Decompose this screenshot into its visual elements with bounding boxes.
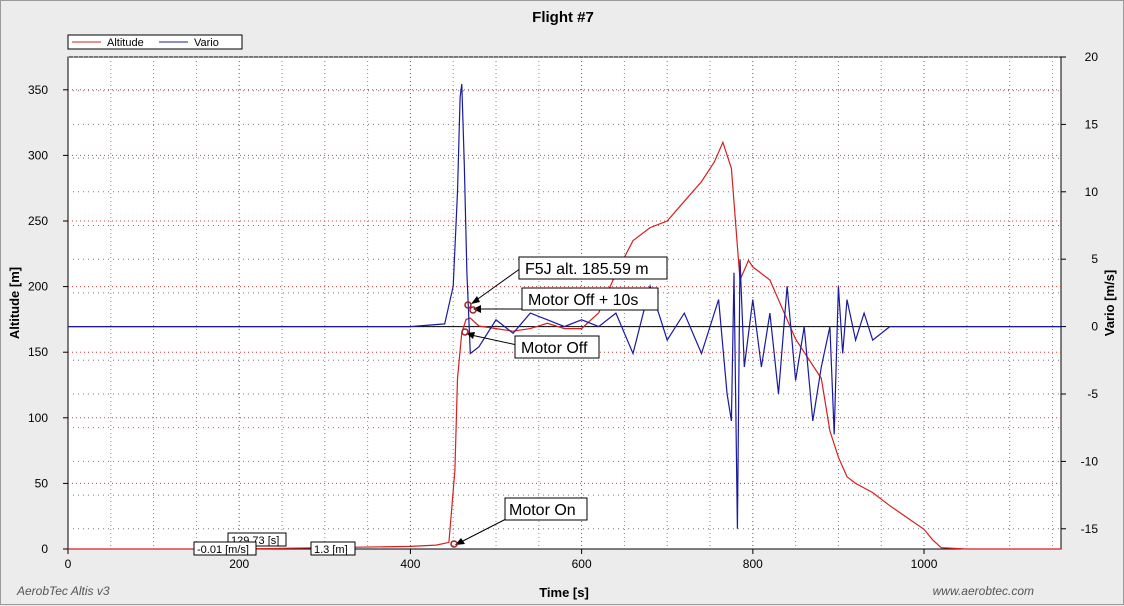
y-right-tick-label: -10 <box>1081 454 1099 468</box>
y-right-tick-label: -5 <box>1087 387 1098 401</box>
cursor-altitude-box <box>310 541 356 556</box>
annotation-motor-on: Motor On <box>509 502 576 519</box>
y-right-tick-label: 20 <box>1085 50 1099 64</box>
marker-f5j <box>464 301 472 309</box>
annotation-box-motor-off <box>514 335 600 359</box>
y-left-tick-label: 250 <box>28 214 48 228</box>
y-axis-right: -15 -10 -5 0 5 10 15 20 <box>1061 50 1098 536</box>
y-left-tick-label: 150 <box>28 345 48 359</box>
y-right-tick-label: 15 <box>1085 117 1099 131</box>
annotation-motor-off-10s: Motor Off + 10s <box>528 292 638 309</box>
y-axis-left-label: Altitude [m] <box>7 267 22 339</box>
annotation-f5j-altitude: F5J alt. 185.59 m <box>525 261 649 278</box>
legend-box <box>67 34 243 50</box>
annotation-leader-motor-off <box>470 334 518 346</box>
x-tick-label: 1000 <box>911 557 938 571</box>
x-tick-label: 600 <box>572 557 592 571</box>
annotation-leader-motor-on <box>458 518 507 544</box>
y-left-tick-label: 50 <box>35 476 49 490</box>
x-tick-label: 0 <box>65 557 72 571</box>
y-right-tick-label: -15 <box>1081 522 1099 536</box>
annotation-leader-f5j <box>474 267 522 302</box>
x-tick-label: 200 <box>229 557 249 571</box>
cursor-vario-label: -0.01 [m/s] <box>197 544 249 556</box>
footer-website[interactable]: www.aerobtec.com <box>933 584 1034 598</box>
cursor-readouts: 129.73 [s] -0.01 [m/s] 1.3 [m] <box>193 532 356 556</box>
y-left-tick-label: 0 <box>41 542 48 556</box>
y-axis-left: 0 50 100 150 200 250 300 350 <box>28 83 68 556</box>
annotation-arrow-f5j <box>471 296 480 304</box>
y-left-tick-label: 100 <box>28 411 48 425</box>
annotation-box-f5j <box>518 256 668 280</box>
chart-title: Flight #7 <box>532 9 594 26</box>
legend: Altitude Vario <box>67 34 243 50</box>
y-right-tick-label: 0 <box>1091 320 1098 334</box>
y-left-tick-label: 200 <box>28 280 48 294</box>
y-left-tick-label: 350 <box>28 83 48 97</box>
annotation-box-motor-off-10s <box>521 287 659 311</box>
x-tick-label: 400 <box>400 557 420 571</box>
annotation-box-motor-on <box>504 497 588 521</box>
y-left-tick-label: 300 <box>28 148 48 162</box>
series-group <box>68 83 1061 550</box>
y-right-tick-label: 10 <box>1085 185 1099 199</box>
cursor-altitude-label: 1.3 [m] <box>314 544 348 556</box>
annotations: F5J alt. 185.59 m Motor Off + 10s Motor … <box>450 256 668 548</box>
x-axis-label: Time [s] <box>539 585 589 600</box>
x-tick-label: 800 <box>743 557 763 571</box>
footer-software: AerobTec Altis v3 <box>16 584 110 598</box>
marker-motor-off <box>461 328 469 336</box>
series-line-vario <box>68 83 1061 529</box>
marker-motor-on <box>450 540 458 548</box>
legend-label-altitude: Altitude <box>107 37 144 49</box>
series-line-altitude <box>68 140 1061 550</box>
y-axis-right-label: Vario [m/s] <box>1102 270 1117 336</box>
cursor-vario-box <box>193 541 257 556</box>
annotation-arrow-motor-off-10s <box>473 305 481 313</box>
y-right-tick-label: 5 <box>1091 252 1098 266</box>
annotation-motor-off: Motor Off <box>521 340 588 357</box>
legend-label-vario: Vario <box>194 37 219 49</box>
marker-motor-off-10s <box>469 306 477 314</box>
x-axis: 0 200 400 600 800 1000 <box>65 549 938 571</box>
